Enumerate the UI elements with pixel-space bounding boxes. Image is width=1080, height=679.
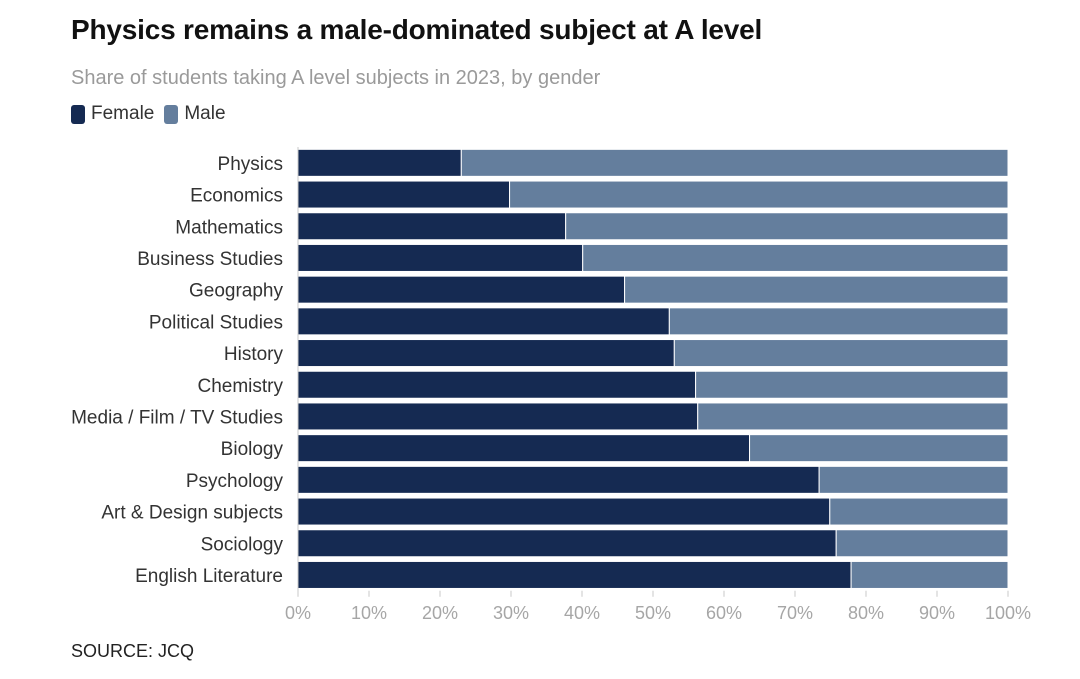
source-note: SOURCE: JCQ xyxy=(71,641,195,661)
legend-swatch-male xyxy=(164,104,179,124)
x-tick-label: 100% xyxy=(985,603,1031,623)
bar-female xyxy=(297,307,670,336)
x-tick-label: 60% xyxy=(706,603,742,623)
bar-female xyxy=(297,180,511,209)
category-label: Sociology xyxy=(201,534,284,555)
bar-male xyxy=(749,434,1009,463)
category-label: Media / Film / TV Studies xyxy=(71,407,283,428)
bar-male xyxy=(850,560,1009,589)
legend-item-male: Male xyxy=(164,103,226,125)
bar-female xyxy=(297,434,751,463)
x-tick-label: 40% xyxy=(564,603,600,623)
x-tick-label: 70% xyxy=(777,603,813,623)
category-label: Psychology xyxy=(186,471,284,492)
bar-female xyxy=(297,529,837,558)
bar-female xyxy=(297,148,462,177)
category-label: Political Studies xyxy=(149,312,283,333)
legend-label-male: Male xyxy=(184,103,226,124)
bar-female xyxy=(297,212,567,241)
x-tick-label: 50% xyxy=(635,603,671,623)
x-tick-label: 10% xyxy=(351,603,387,623)
x-tick-label: 30% xyxy=(493,603,529,623)
bar-male xyxy=(829,497,1009,526)
bar-female xyxy=(297,243,584,272)
x-tick-label: 80% xyxy=(848,603,884,623)
bar-male xyxy=(565,212,1009,241)
x-tick-label: 20% xyxy=(422,603,458,623)
bar-female xyxy=(297,339,675,368)
category-label: Biology xyxy=(221,439,284,460)
bar-female xyxy=(297,370,697,399)
bar-male xyxy=(509,180,1009,209)
legend-label-female: Female xyxy=(91,103,155,124)
bar-female xyxy=(297,560,852,589)
chart-title: Physics remains a male-dominated subject… xyxy=(71,14,763,45)
bar-male xyxy=(624,275,1009,304)
category-label: Geography xyxy=(189,281,284,302)
legend: Female Male xyxy=(71,103,236,125)
bar-female xyxy=(297,275,626,304)
category-label: Physics xyxy=(218,154,283,175)
bar-female xyxy=(297,465,820,494)
bar-male xyxy=(460,148,1009,177)
chart-subtitle: Share of students taking A level subject… xyxy=(71,67,601,89)
x-tick-label: 90% xyxy=(919,603,955,623)
legend-swatch-female xyxy=(71,104,85,124)
bar-male xyxy=(697,402,1009,431)
category-label: Chemistry xyxy=(197,376,283,397)
legend-item-female: Female xyxy=(71,103,154,125)
bar-male xyxy=(673,339,1009,368)
category-label: English Literature xyxy=(135,566,283,587)
bar-male xyxy=(695,370,1009,399)
bar-male xyxy=(582,243,1009,272)
category-label: Business Studies xyxy=(137,249,283,270)
category-label: Mathematics xyxy=(175,217,283,238)
category-label: Economics xyxy=(190,186,283,207)
bar-female xyxy=(297,497,831,526)
x-tick-label: 0% xyxy=(285,603,311,623)
bar-female xyxy=(297,402,699,431)
category-label: History xyxy=(224,344,284,365)
category-label: Art & Design subjects xyxy=(101,503,283,524)
bar-male xyxy=(818,465,1009,494)
bar-male xyxy=(835,529,1009,558)
bar-male xyxy=(668,307,1009,336)
